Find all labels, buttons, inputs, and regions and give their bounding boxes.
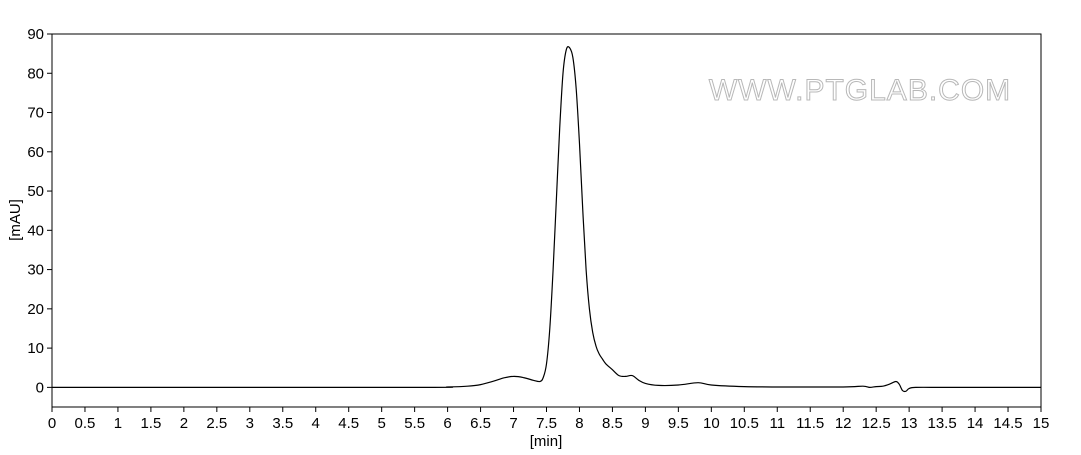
x-tick-label: 0.5: [75, 415, 96, 432]
x-tick-label: 5.5: [404, 415, 425, 432]
x-tick-label: 13: [901, 415, 918, 432]
y-tick-label: 80: [27, 65, 44, 82]
x-tick-label: 8.5: [602, 415, 623, 432]
x-tick-label: 1.5: [140, 415, 161, 432]
x-tick-label: 12.5: [862, 415, 891, 432]
y-tick-label: 30: [27, 262, 44, 279]
x-axis-label: [min]: [530, 433, 563, 450]
x-tick-label: 9.5: [668, 415, 689, 432]
x-tick-label: 4.5: [338, 415, 359, 432]
x-tick-label: 14.5: [993, 415, 1022, 432]
y-axis: 0 10 20 30 40 50 60 70 80 90: [27, 26, 52, 396]
x-tick-label: 2: [180, 415, 188, 432]
x-tick-label: 11.5: [796, 415, 824, 432]
y-tick-label: 40: [27, 222, 44, 239]
x-tick-label: 6.5: [470, 415, 491, 432]
x-tick-label: 4: [312, 415, 320, 432]
x-tick-label: 1: [114, 415, 122, 432]
x-tick-label: 10.5: [730, 415, 759, 432]
x-tick-label: 3.5: [272, 415, 293, 432]
x-tick-label: 14: [967, 415, 984, 432]
x-tick-label: 7: [509, 415, 517, 432]
chromatogram-trace: [52, 46, 1041, 393]
x-tick-label: 11: [769, 415, 785, 432]
x-tick-label: 9: [641, 415, 649, 432]
x-tick-label: 10: [703, 415, 720, 432]
x-tick-label: 0: [48, 415, 56, 432]
y-tick-label: 50: [27, 183, 44, 200]
y-tick-label: 20: [27, 301, 44, 318]
y-axis-label: [mAU]: [7, 199, 24, 241]
y-tick-label: 70: [27, 105, 44, 122]
watermark: WWW.PTGLAB.COM: [709, 74, 1011, 107]
x-tick-label: 7.5: [536, 415, 557, 432]
x-tick-label: 2.5: [206, 415, 227, 432]
x-axis: 0 0.5 1 1.5 2 2.5 3 3.5 4 4.5 5 5.5 6 6.5 7 7.5 8 8.5 9 9.5…: [48, 407, 1050, 432]
x-tick-label: 3: [246, 415, 254, 432]
x-tick-label: 8: [575, 415, 583, 432]
x-tick-label: 15: [1033, 415, 1050, 432]
x-tick-label: 12: [835, 415, 852, 432]
y-tick-label: 0: [36, 379, 44, 396]
x-tick-label: 5: [377, 415, 385, 432]
y-tick-label: 60: [27, 144, 44, 161]
x-tick-label: 13.5: [927, 415, 956, 432]
y-tick-label: 10: [27, 340, 44, 357]
x-tick-label: 6: [443, 415, 451, 432]
y-tick-label: 90: [27, 26, 44, 43]
